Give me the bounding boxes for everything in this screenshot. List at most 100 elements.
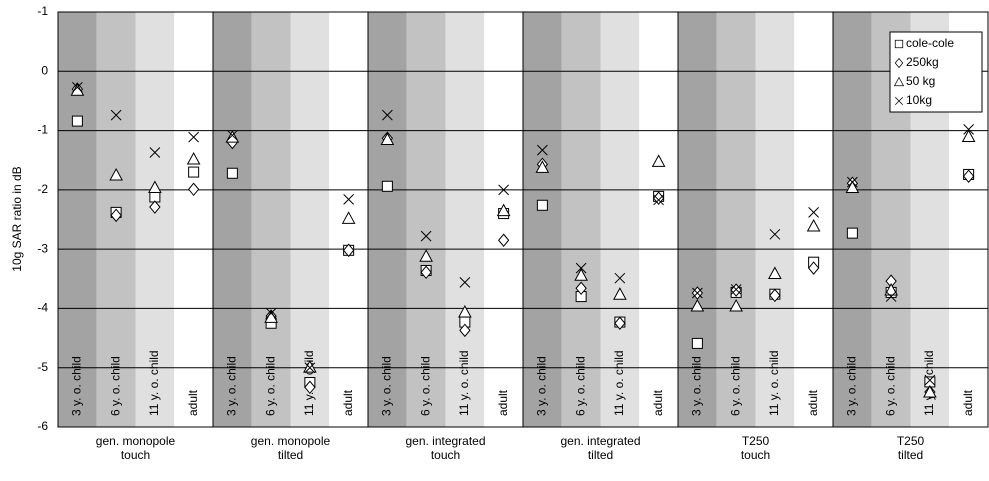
marker-diamond <box>614 316 626 331</box>
marker-triangle <box>893 76 905 87</box>
marker-x <box>963 124 974 135</box>
marker-triangle <box>729 299 743 312</box>
x-tick-label: adult <box>806 389 820 416</box>
marker-diamond <box>110 208 122 223</box>
x-tick-label: 11 y. o. child <box>457 350 471 416</box>
group-label: touch <box>741 448 770 462</box>
column-band <box>639 12 678 427</box>
group-label: gen. integrated <box>405 434 485 448</box>
column-band <box>368 12 407 427</box>
marker-square <box>71 115 83 127</box>
marker-x <box>653 194 664 206</box>
legend-box <box>889 31 983 113</box>
marker-triangle <box>148 180 162 193</box>
x-tick-label: 3 y. o. child <box>225 356 239 416</box>
x-tick-label: 6 y. o. child <box>883 356 897 416</box>
marker-triangle <box>768 266 782 279</box>
x-tick-label: 11 y. o. child <box>767 350 781 416</box>
group-label: tilted <box>278 448 303 462</box>
marker-diamond <box>894 57 904 69</box>
marker-diamond <box>187 182 200 197</box>
x-tick-label: 11 y. o. child <box>612 350 626 416</box>
marker-triangle <box>690 299 705 312</box>
marker-square <box>188 166 200 178</box>
column-band <box>213 12 252 427</box>
marker-diamond <box>342 243 355 258</box>
column-band <box>561 12 601 427</box>
marker-triangle <box>496 203 511 217</box>
marker-x <box>149 147 161 158</box>
marker-triangle <box>535 160 550 173</box>
marker-triangle <box>225 130 240 143</box>
marker-x <box>304 362 316 374</box>
x-tick-label: 11 y. o. child <box>147 350 161 416</box>
marker-x <box>894 96 904 106</box>
x-tick-label: 3 y. o. child <box>535 356 549 416</box>
marker-diamond <box>807 261 820 275</box>
legend-label: 10kg <box>906 93 932 107</box>
marker-square <box>381 180 393 192</box>
marker-x <box>265 307 277 319</box>
legend-label: 50 kg <box>906 74 935 88</box>
marker-square <box>894 39 904 49</box>
marker-x <box>924 374 936 386</box>
group-label: T250 <box>897 434 925 448</box>
marker-triangle <box>574 268 588 281</box>
y-tick-label: 0 <box>41 63 48 77</box>
marker-x <box>614 272 626 284</box>
marker-x <box>730 284 742 295</box>
column-band <box>251 12 291 427</box>
marker-diamond <box>459 323 471 338</box>
marker-triangle <box>458 304 472 318</box>
marker-triangle <box>380 132 395 145</box>
column-band <box>755 12 795 427</box>
group-label: T250 <box>742 434 770 448</box>
marker-x <box>382 109 393 121</box>
marker-triangle <box>109 167 123 181</box>
group-label: gen. integrated <box>560 434 640 448</box>
group-label: gen. monopole <box>96 434 176 448</box>
y-tick-label: -1 <box>37 123 48 137</box>
marker-x <box>885 291 897 302</box>
marker-x <box>459 276 471 288</box>
marker-x <box>575 262 587 274</box>
marker-diamond <box>149 200 161 214</box>
marker-x <box>343 193 354 205</box>
column-band <box>716 12 756 427</box>
legend-label: 250kg <box>906 55 939 69</box>
marker-diamond <box>962 169 975 184</box>
column-band <box>523 12 562 427</box>
marker-diamond <box>575 281 587 296</box>
marker-triangle <box>303 360 317 373</box>
column-band <box>290 12 330 427</box>
marker-diamond <box>497 233 510 248</box>
marker-square <box>536 199 548 211</box>
x-tick-label: adult <box>961 389 975 416</box>
x-tick-label: 3 y. o. child <box>690 356 704 416</box>
group-label: gen. monopole <box>251 434 331 448</box>
marker-triangle <box>961 129 976 142</box>
x-tick-label: adult <box>651 389 665 416</box>
y-tick-label: -1 <box>37 4 48 18</box>
y-tick-label: -3 <box>37 241 48 255</box>
column-band <box>678 12 717 427</box>
marker-triangle <box>845 180 860 193</box>
marker-square <box>846 227 858 239</box>
group-label: touch <box>431 448 460 462</box>
marker-square <box>226 167 238 179</box>
x-tick-label: 3 y. o. child <box>70 356 84 416</box>
marker-x <box>227 129 238 141</box>
column-band <box>174 12 213 427</box>
column-band <box>445 12 485 427</box>
marker-triangle <box>923 384 937 398</box>
marker-diamond <box>769 288 781 303</box>
column-band <box>406 12 446 427</box>
legend-marker <box>894 57 904 69</box>
x-tick-label: 6 y. o. child <box>728 356 742 416</box>
group-label: tilted <box>588 448 613 462</box>
marker-x <box>188 131 199 143</box>
x-tick-label: adult <box>186 389 200 416</box>
marker-x <box>110 109 122 121</box>
x-tick-label: adult <box>496 389 510 416</box>
marker-x <box>692 287 703 299</box>
